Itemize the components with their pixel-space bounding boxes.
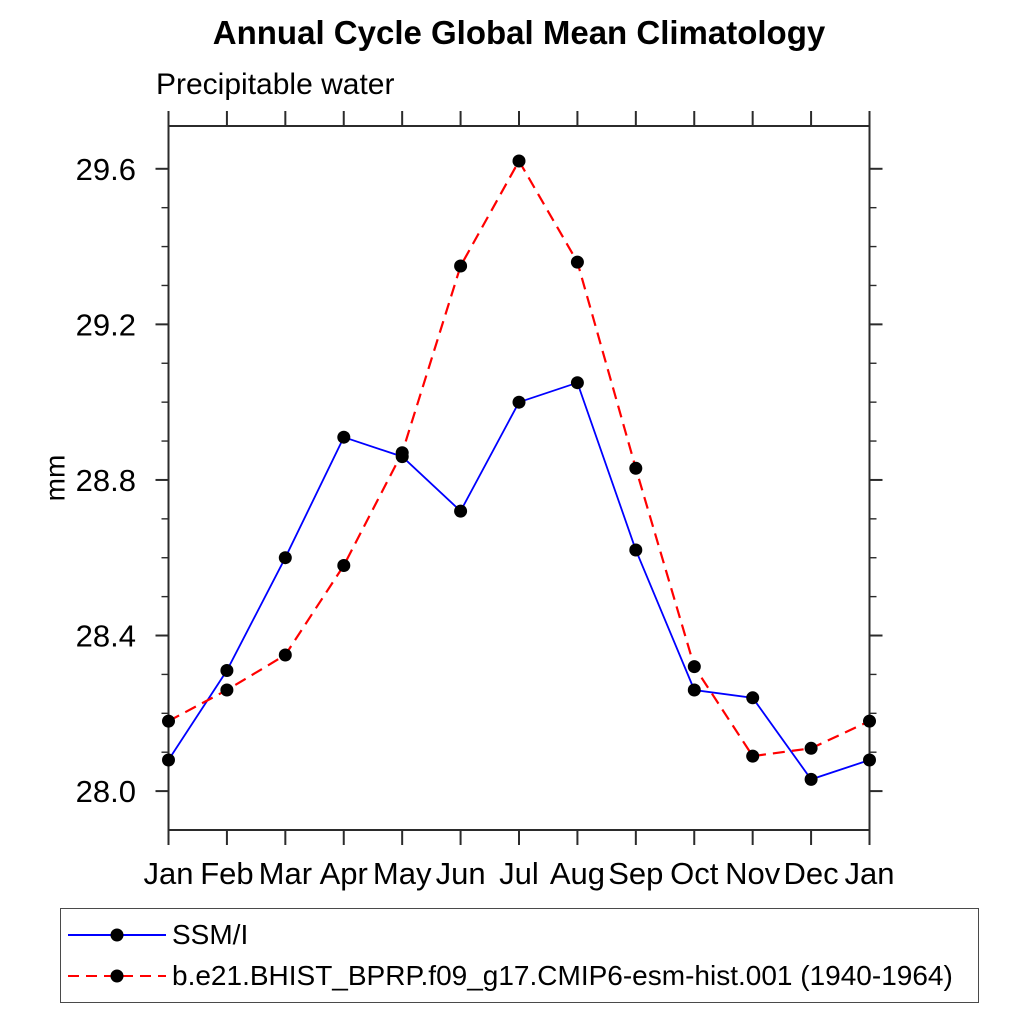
data-point-marker-series-1 bbox=[395, 446, 409, 460]
legend-marker-dot bbox=[110, 969, 124, 983]
data-point-marker-series-1 bbox=[804, 741, 818, 755]
data-point-marker-series-1 bbox=[278, 648, 292, 662]
y-tick-label: 29.6 bbox=[76, 152, 136, 187]
x-tick-label: Jan bbox=[144, 856, 194, 891]
x-tick-label: Jul bbox=[499, 856, 539, 891]
legend-label-model: b.e21.BHIST_BPRP.f09_g17.CMIP6-esm-hist.… bbox=[172, 960, 953, 991]
y-tick-label: 29.2 bbox=[76, 307, 136, 342]
chart-title: Annual Cycle Global Mean Climatology bbox=[212, 14, 826, 51]
x-tick-label: Apr bbox=[320, 856, 368, 891]
x-tick-label: Jun bbox=[436, 856, 486, 891]
data-point-marker-series-1 bbox=[454, 259, 468, 273]
plot-area: Jan Feb Mar Apr May Jun Jul Aug Sep Oct Nov Dec Jan2… bbox=[76, 111, 895, 891]
x-tick-label: Sep bbox=[608, 856, 663, 891]
data-point-marker-series-0 bbox=[629, 543, 643, 557]
x-tick-label: Nov bbox=[725, 856, 781, 891]
plot-frame bbox=[167, 125, 871, 831]
y-tick-label: 28.4 bbox=[76, 619, 136, 654]
chart-subtitle: Precipitable water bbox=[156, 68, 395, 101]
data-point-marker-series-0 bbox=[746, 691, 760, 705]
data-point-marker-series-0 bbox=[337, 430, 351, 444]
data-point-marker-series-1 bbox=[220, 683, 234, 697]
data-point-marker-series-1 bbox=[863, 714, 876, 728]
data-point-marker-series-1 bbox=[570, 255, 584, 269]
data-point-marker-series-0 bbox=[220, 664, 234, 677]
x-tick-label: Mar bbox=[259, 856, 312, 891]
series-line-1 bbox=[167, 158, 870, 758]
data-point-marker-series-0 bbox=[512, 395, 526, 409]
x-tick-label: Feb bbox=[200, 856, 253, 891]
legend-marker-dot bbox=[110, 928, 124, 942]
data-point-marker-series-1 bbox=[162, 714, 175, 728]
legend-sample-solid-line bbox=[68, 928, 166, 942]
data-point-marker-series-0 bbox=[454, 504, 468, 518]
series-line-0 bbox=[167, 381, 870, 781]
data-point-marker-series-0 bbox=[570, 376, 584, 390]
data-point-marker-series-0 bbox=[278, 551, 292, 565]
x-tick-label: Dec bbox=[784, 856, 839, 891]
x-tick-label: Jan bbox=[845, 856, 895, 891]
data-point-marker-series-1 bbox=[512, 154, 526, 168]
x-tick-label: Aug bbox=[550, 856, 605, 891]
legend-sample-dashed-line bbox=[68, 969, 166, 983]
data-point-marker-series-0 bbox=[687, 683, 701, 697]
y-tick-label: 28.8 bbox=[76, 463, 136, 498]
data-point-marker-series-0 bbox=[162, 753, 175, 767]
legend-label-ssmi: SSM/I bbox=[172, 919, 249, 950]
y-tick-label: 28.0 bbox=[76, 774, 136, 809]
data-point-marker-series-1 bbox=[629, 461, 643, 475]
x-tick-label: Oct bbox=[670, 856, 719, 891]
legend-box: SSM/I b.e21.BHIST_BPRP.f09_g17.CMIP6-esm… bbox=[60, 908, 979, 1003]
legend-item-ssmi: SSM/I bbox=[65, 916, 978, 954]
legend-item-model: b.e21.BHIST_BPRP.f09_g17.CMIP6-esm-hist.… bbox=[65, 957, 978, 995]
data-point-marker-series-1 bbox=[687, 660, 701, 674]
data-point-marker-series-0 bbox=[804, 772, 818, 786]
data-point-marker-series-1 bbox=[746, 749, 760, 763]
x-tick-label: May bbox=[373, 856, 432, 891]
data-point-marker-series-0 bbox=[863, 753, 876, 767]
data-point-marker-series-1 bbox=[337, 559, 351, 572]
